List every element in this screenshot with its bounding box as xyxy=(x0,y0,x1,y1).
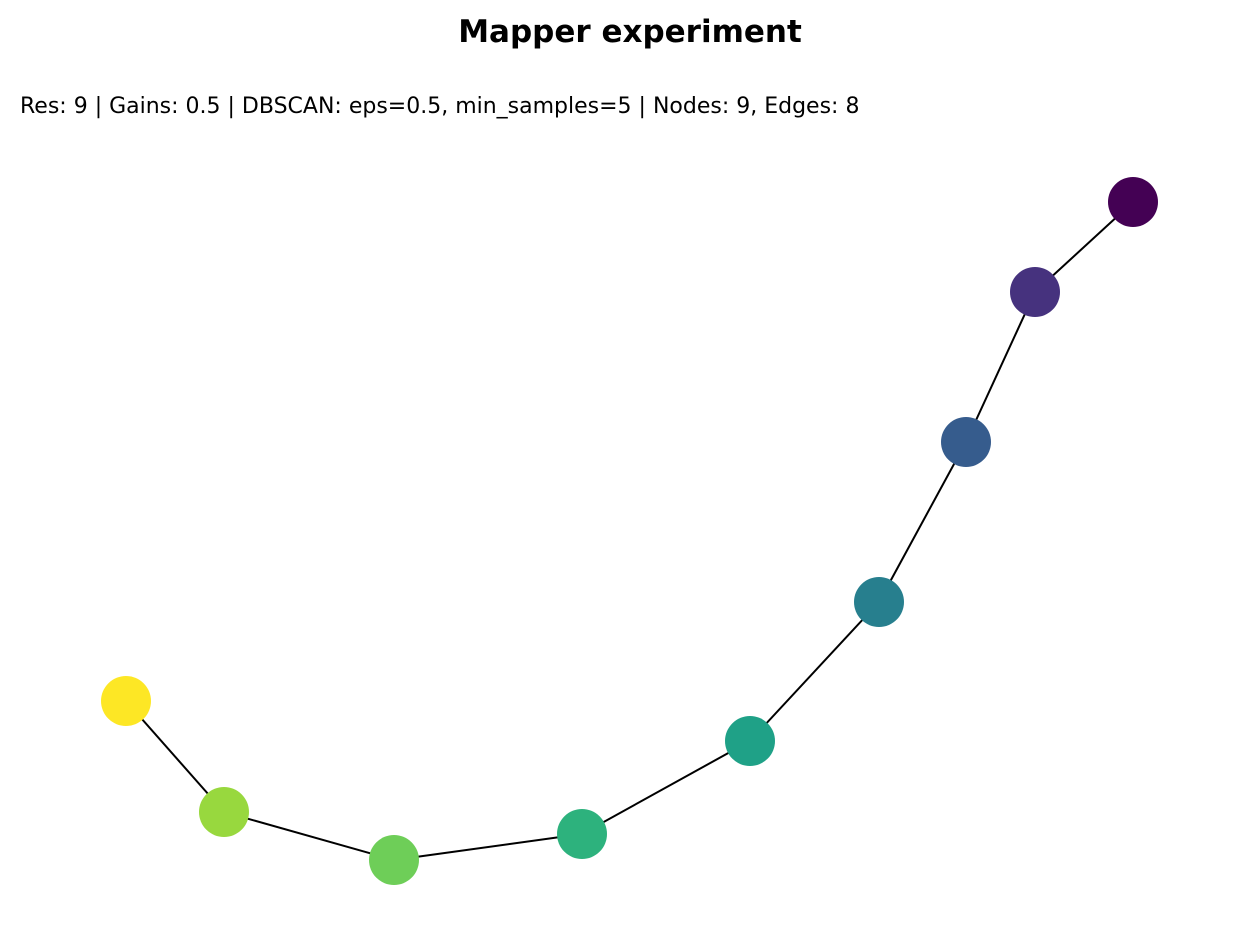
node-n1 xyxy=(1010,267,1060,317)
edge-n4-n5 xyxy=(581,740,751,835)
edge-n2-n3 xyxy=(878,441,967,603)
node-n0 xyxy=(1108,177,1158,227)
node-n7 xyxy=(199,787,249,837)
node-n4 xyxy=(725,716,775,766)
edges-layer xyxy=(125,201,1134,861)
node-n2 xyxy=(941,417,991,467)
edge-n6-n7 xyxy=(223,811,395,861)
node-n5 xyxy=(557,809,607,859)
edge-n1-n2 xyxy=(965,291,1036,443)
chart-subtitle: Res: 9 | Gains: 0.5 | DBSCAN: eps=0.5, m… xyxy=(20,94,860,119)
node-n6 xyxy=(369,835,419,885)
node-n3 xyxy=(854,577,904,627)
chart-title: Mapper experiment xyxy=(458,14,802,50)
edge-n3-n4 xyxy=(749,601,880,742)
nodes-layer xyxy=(101,177,1158,885)
edge-n5-n6 xyxy=(393,833,583,861)
node-n8 xyxy=(101,676,151,726)
